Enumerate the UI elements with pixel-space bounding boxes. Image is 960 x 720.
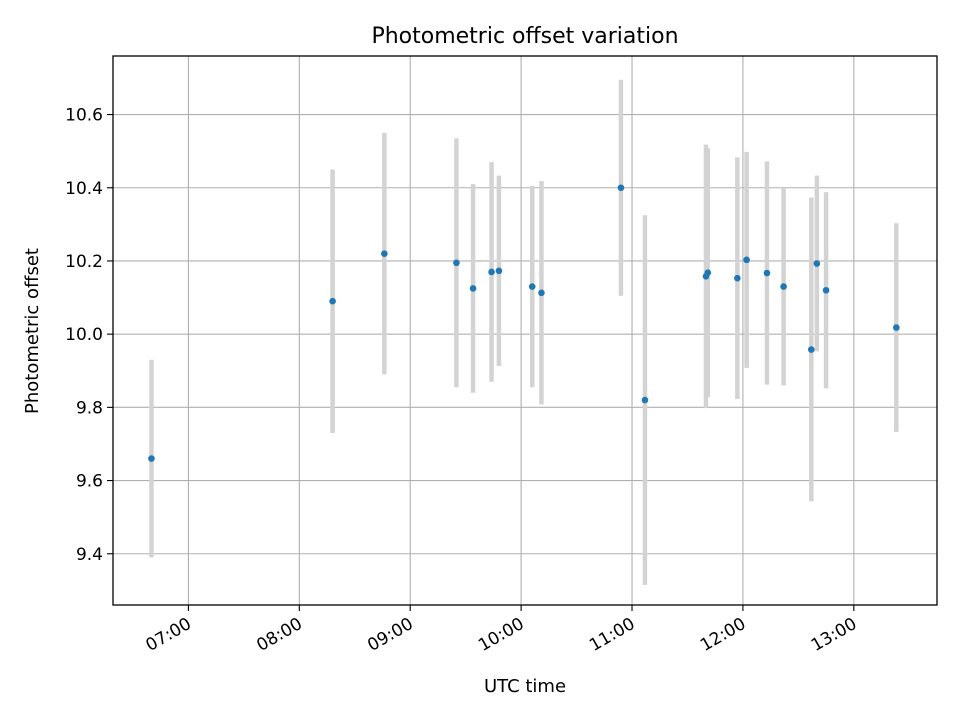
- data-point: [780, 283, 787, 290]
- data-points: [148, 184, 900, 462]
- data-point: [743, 256, 750, 264]
- y-tick-label: 10.0: [65, 325, 103, 345]
- data-point: [734, 274, 741, 282]
- data-point: [704, 269, 712, 276]
- data-point: [822, 286, 830, 294]
- data-point: [538, 289, 545, 297]
- y-tick-label: 9.4: [76, 545, 103, 565]
- data-point: [641, 396, 649, 404]
- y-tick-label: 9.6: [76, 472, 103, 492]
- y-axis: 9.4 9.6 9.8 10.0 10.2 10.4 10.6: [65, 106, 113, 565]
- data-point: [808, 346, 815, 353]
- data-point: [617, 184, 625, 192]
- data-point: [469, 285, 477, 292]
- y-tick-label: 10.2: [65, 252, 103, 272]
- x-axis-label: UTC time: [484, 676, 566, 697]
- data-point: [763, 269, 771, 277]
- plot-frame: [112, 55, 938, 606]
- data-point: [453, 259, 460, 267]
- chart-title: Photometric offset variation: [371, 24, 678, 49]
- y-tick-label: 9.8: [76, 398, 103, 418]
- y-tick-label: 10.4: [65, 179, 103, 199]
- grid: [113, 56, 937, 605]
- y-axis-label: Photometric offset: [22, 248, 43, 414]
- data-point: [488, 268, 495, 276]
- data-point: [381, 250, 388, 257]
- y-tick-label: 10.6: [65, 106, 103, 126]
- data-point: [893, 324, 900, 331]
- data-point: [148, 455, 155, 462]
- data-point: [528, 283, 536, 290]
- data-point: [495, 267, 503, 275]
- data-point: [329, 297, 336, 305]
- data-point: [813, 260, 821, 267]
